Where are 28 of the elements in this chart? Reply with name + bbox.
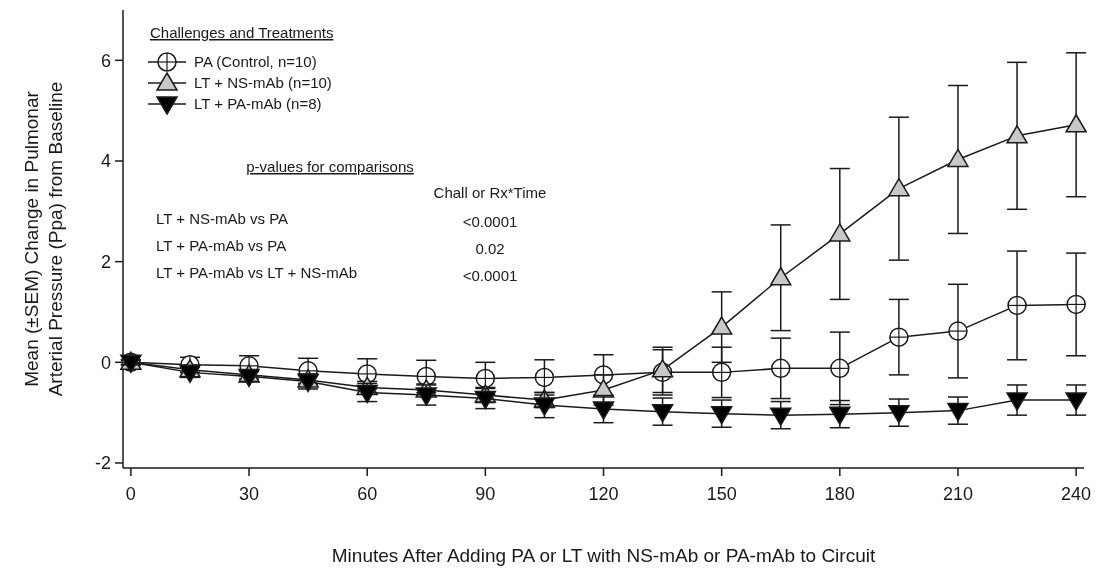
annotation: LT + PA-mAb vs LT + NS-mAb <box>156 264 358 281</box>
y-tick-label: 4 <box>100 151 111 172</box>
y-tick-label: 6 <box>100 50 111 71</box>
legend-title: Challenges and Treatments <box>150 24 334 41</box>
y-tick-label: -2 <box>94 453 111 474</box>
x-tick-label: 30 <box>239 484 260 504</box>
y-tick-label: 0 <box>100 352 111 373</box>
y-axis-title: Mean (±SEM) Change in Pulmonar Arterial Pressure (Ppa) from Baseline <box>21 81 66 397</box>
legend-label: LT + NS-mAb (n=10) <box>194 74 332 92</box>
legend-label: PA (Control, n=10) <box>194 53 317 71</box>
x-tick-label: 90 <box>475 484 496 504</box>
annotation: 0.02 <box>475 240 505 257</box>
x-tick-label: 60 <box>357 484 378 504</box>
annotation: Chall or Rx*Time <box>433 184 547 201</box>
x-tick-label: 180 <box>824 484 855 504</box>
annotation: <0.0001 <box>462 267 518 284</box>
x-tick-label: 120 <box>588 484 619 504</box>
x-tick-label: 0 <box>125 484 136 504</box>
annotation: LT + PA-mAb vs PA <box>156 237 287 254</box>
annotation: LT + NS-mAb vs PA <box>156 210 289 227</box>
x-tick-label: 210 <box>942 484 973 504</box>
x-tick-label: 240 <box>1061 484 1092 504</box>
annotation: p-values for comparisons <box>246 158 414 175</box>
x-axis-title: Minutes After Adding PA or LT with NS-mAb or PA-mAb to Circuit <box>331 545 876 566</box>
legend-label: LT + PA-mAb (n=8) <box>194 95 322 113</box>
y-tick-label: 2 <box>100 251 111 272</box>
annotation: <0.0001 <box>462 213 518 230</box>
x-tick-label: 150 <box>706 484 737 504</box>
